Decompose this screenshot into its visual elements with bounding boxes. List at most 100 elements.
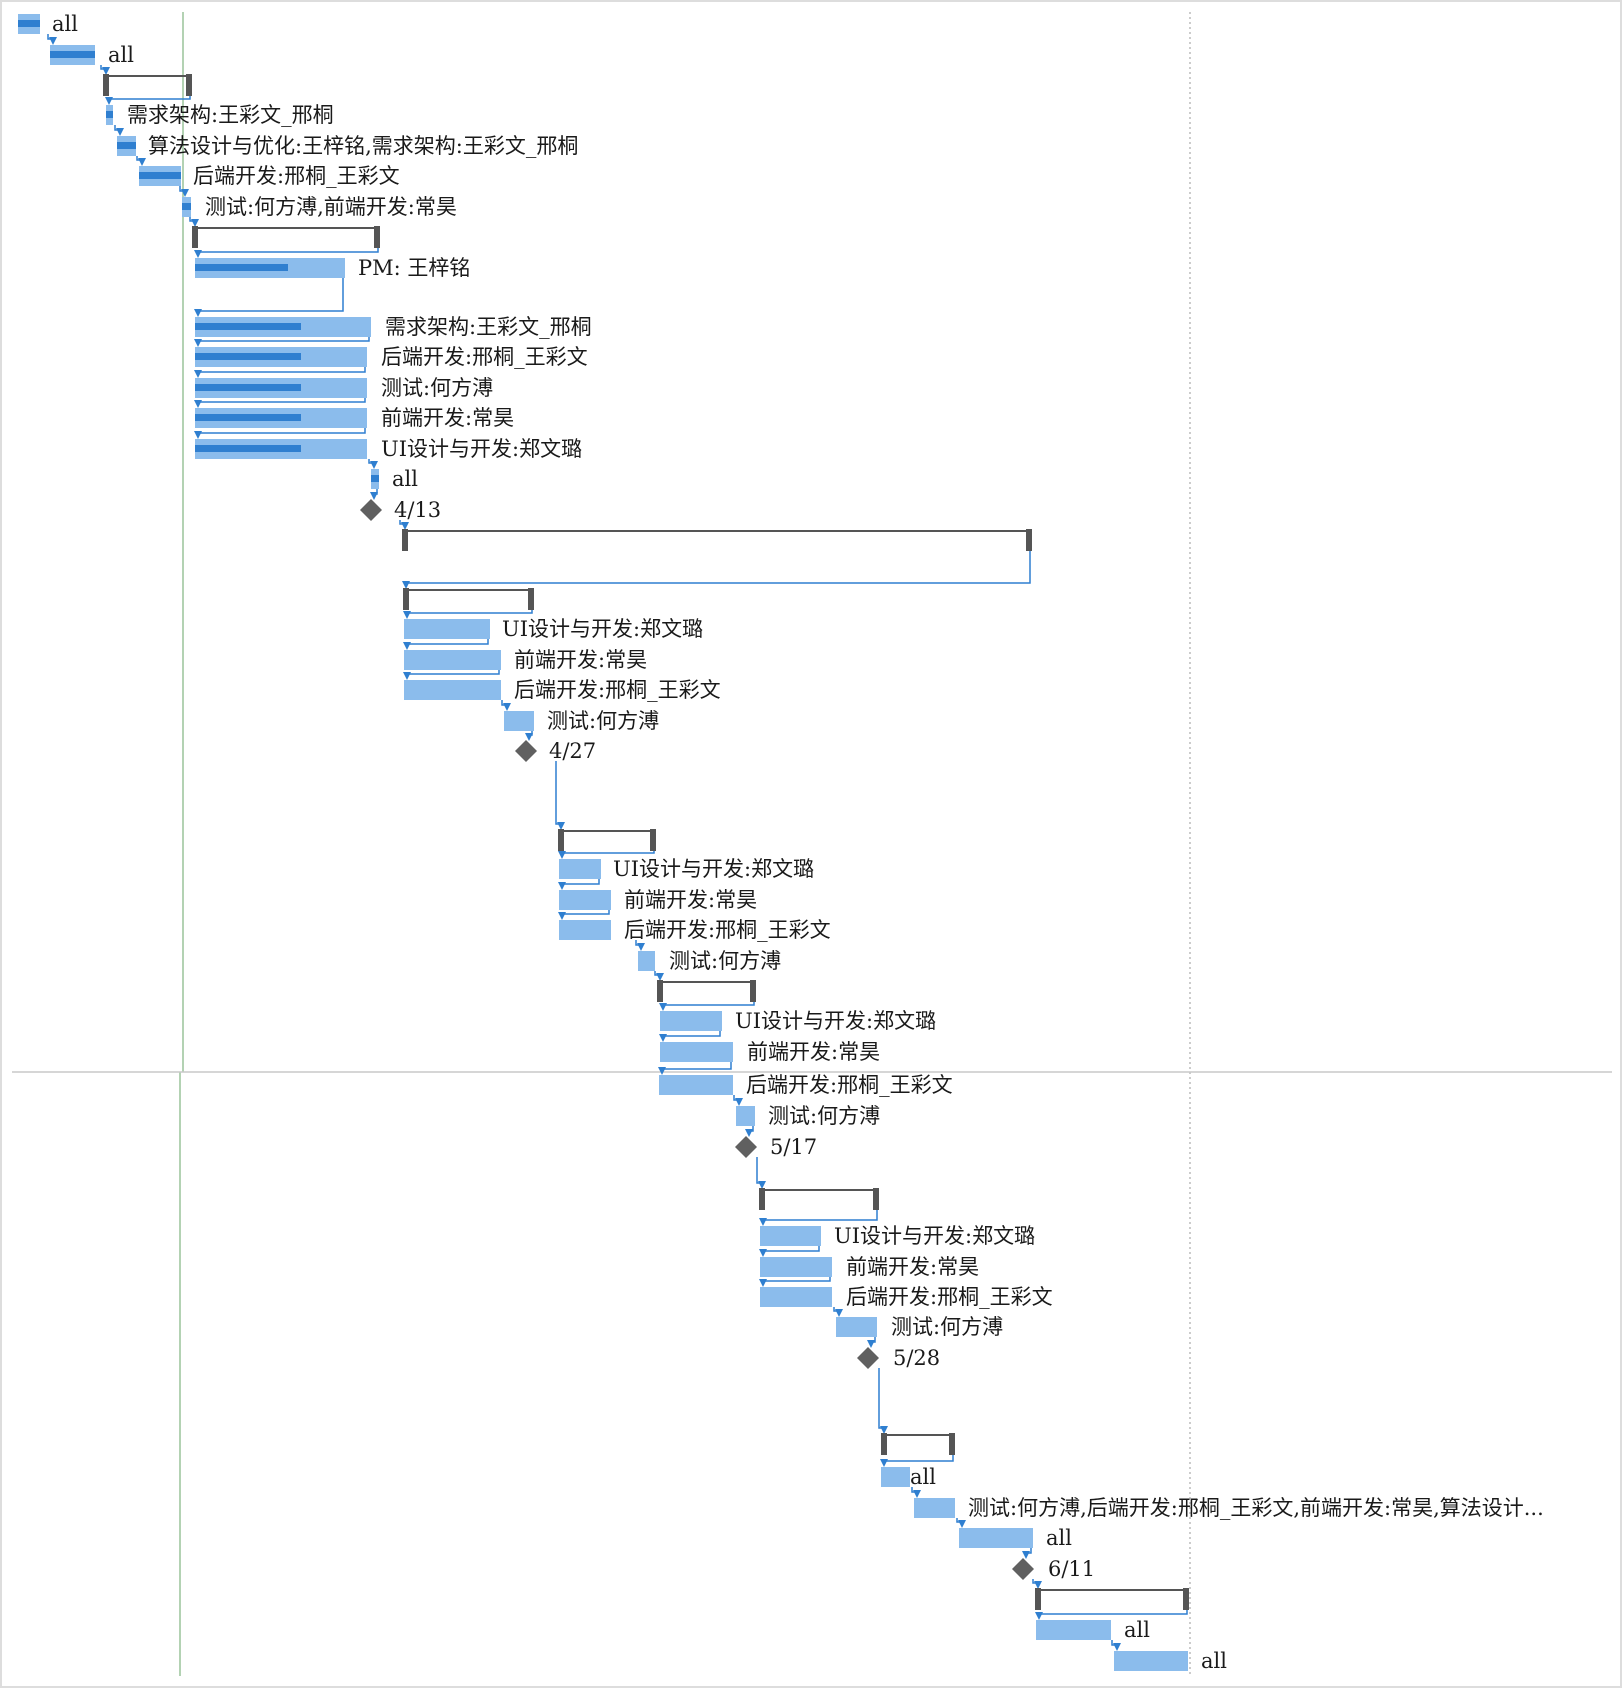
task-bar: [559, 890, 611, 910]
milestone-label: 4/27: [549, 739, 596, 763]
task-label: UI设计与开发:郑文璐: [834, 1224, 1035, 1248]
dependency-arrow-head: [503, 703, 511, 711]
dependency-arrow-head: [867, 1340, 875, 1348]
task-bar: [760, 1287, 832, 1307]
task-bar: [760, 1257, 832, 1277]
task-label: 测试:何方溥: [381, 376, 493, 400]
task-progress: [195, 323, 301, 330]
task-bar: [660, 1011, 722, 1031]
dependency-arrow-head: [658, 1067, 666, 1075]
dependency-arrow-line: [406, 550, 1031, 584]
dependency-arrow-head: [194, 400, 202, 408]
summary-bracket-left: [558, 829, 564, 851]
task-label: PM: 王梓铭: [358, 256, 470, 280]
task-label: UI设计与开发:郑文璐: [502, 617, 703, 641]
dependency-arrow-head: [880, 1426, 888, 1434]
task-bar: [404, 619, 490, 639]
dependency-arrow-line: [109, 95, 191, 100]
dependency-arrow-line: [198, 278, 344, 312]
dependency-arrow-head: [102, 67, 110, 75]
task-label: 前端开发:常昊: [747, 1040, 880, 1064]
dependency-arrow-head: [835, 1309, 843, 1317]
dependency-arrow-head: [194, 250, 202, 258]
dependency-arrow-head: [370, 461, 378, 469]
task-label: 后端开发:邢桐_王彩文: [193, 164, 400, 188]
milestone-diamond: [1012, 1558, 1034, 1580]
dependency-arrow-line: [763, 1209, 878, 1221]
dependency-arrow-line: [198, 367, 366, 373]
summary-bracket-left: [402, 529, 408, 551]
task-label: 算法设计与优化:王梓铭,需求架构:王彩文_邢桐: [148, 134, 578, 158]
task-progress: [106, 111, 113, 118]
task-progress: [50, 51, 95, 58]
dependency-arrow-head: [659, 1034, 667, 1042]
task-bar: [914, 1498, 955, 1518]
task-bar: [404, 650, 501, 670]
milestone-label: 5/28: [893, 1346, 940, 1370]
summary-bracket-right: [1183, 1588, 1189, 1610]
dependency-arrow-head: [401, 522, 409, 530]
dependency-arrow-line: [763, 1246, 820, 1252]
dependency-arrow-head: [637, 943, 645, 951]
dependency-arrow-head: [138, 158, 146, 166]
dependency-arrow-line: [407, 639, 489, 645]
task-bar: [559, 920, 611, 940]
task-label: all: [392, 467, 418, 491]
summary-bracket-right: [873, 1188, 879, 1210]
summary-bracket-left: [881, 1433, 887, 1455]
summary-bracket-left: [192, 226, 198, 248]
task-label: 测试:何方溥: [891, 1315, 1003, 1339]
task-progress: [195, 445, 301, 452]
milestone-label: 4/13: [394, 498, 441, 522]
summary-bracket-left: [403, 588, 409, 610]
summary-bracket-right: [374, 226, 380, 248]
task-bar: [1114, 1651, 1188, 1671]
dependency-arrow-head: [194, 431, 202, 439]
task-label: 后端开发:邢桐_王彩文: [846, 1285, 1053, 1309]
dependency-arrow-line: [562, 879, 600, 885]
dependency-arrow-line: [198, 428, 366, 434]
dependency-arrow-head: [958, 1520, 966, 1528]
summary-bracket-left: [1035, 1588, 1041, 1610]
dependency-arrow-head: [659, 1003, 667, 1011]
dependency-arrow-line: [663, 1001, 755, 1006]
task-label: 需求架构:王彩文_邢桐: [385, 315, 592, 339]
dependency-arrow-head: [656, 973, 664, 981]
dependency-arrow-line: [198, 337, 370, 342]
task-label: 测试:何方溥,后端开发:邢桐_王彩文,前端开发:常昊,算法设计...: [968, 1496, 1544, 1520]
task-progress: [195, 384, 301, 391]
task-label: 前端开发:常昊: [846, 1255, 979, 1279]
dependency-arrow-head: [558, 882, 566, 890]
dependency-arrow-head: [194, 370, 202, 378]
dependency-arrow-head: [194, 339, 202, 347]
task-progress: [195, 264, 288, 271]
task-bar: [881, 1467, 910, 1487]
dependency-arrow-line: [407, 670, 500, 675]
task-progress: [18, 20, 40, 27]
dependency-arrow-line: [198, 247, 379, 253]
dependency-arrow-head: [558, 912, 566, 920]
task-label: 测试:何方溥,前端开发:常昊: [205, 195, 457, 219]
task-label: 前端开发:常昊: [624, 888, 757, 912]
summary-bracket-right: [750, 980, 756, 1002]
task-bar: [1036, 1620, 1111, 1640]
summary-bracket-right: [528, 588, 534, 610]
dependency-arrow-head: [558, 851, 566, 859]
task-bar: [638, 951, 655, 971]
task-bar: [404, 680, 501, 700]
task-label: all: [52, 12, 78, 36]
milestone-diamond: [735, 1136, 757, 1158]
task-progress: [182, 203, 191, 210]
summary-bracket-left: [657, 980, 663, 1002]
task-bar: [736, 1106, 755, 1126]
dependency-arrow-line: [763, 1277, 831, 1282]
task-label: 前端开发:常昊: [381, 406, 514, 430]
task-label: all: [910, 1465, 936, 1489]
task-bar: [559, 859, 601, 879]
task-label: 前端开发:常昊: [514, 648, 647, 672]
milestone-label: 5/17: [770, 1135, 817, 1159]
task-progress: [117, 142, 136, 149]
summary-bracket-left: [759, 1188, 765, 1210]
milestone-diamond: [857, 1347, 879, 1369]
